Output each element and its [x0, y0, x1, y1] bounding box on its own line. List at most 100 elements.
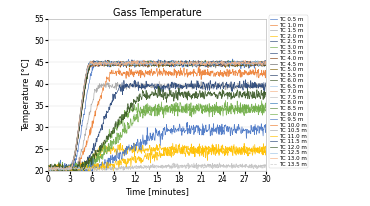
TC 8.0 m: [85, 69, 89, 71]
TC 7.5 m: [175, 163, 179, 165]
TC 7.5 m: [145, 166, 149, 169]
TC 10.0 m: [264, 63, 269, 66]
TC 4.5 m: [50, 170, 55, 173]
TC 3.0 m: [211, 106, 215, 108]
Line: TC 11.0 m: TC 11.0 m: [48, 144, 266, 175]
TC 2.0 m: [102, 141, 106, 143]
TC 10.0 m: [56, 170, 60, 172]
TC 13.5 m: [92, 170, 96, 172]
TC 1.0 m: [264, 71, 269, 73]
TC 4.5 m: [264, 63, 269, 66]
TC 9.0 m: [46, 169, 50, 172]
TC 4.0 m: [46, 167, 50, 170]
TC 11.5 m: [102, 63, 107, 66]
TC 0.5 m: [175, 63, 179, 66]
Line: TC 10.0 m: TC 10.0 m: [48, 60, 266, 171]
TC 7.0 m: [192, 63, 197, 65]
TC 11.0 m: [192, 149, 196, 151]
TC 9.0 m: [102, 147, 107, 150]
TC 6.5 m: [192, 63, 197, 66]
TC 1.0 m: [192, 72, 196, 74]
TC 9.0 m: [223, 99, 228, 102]
TC 2.5 m: [243, 78, 248, 81]
TC 10.0 m: [46, 167, 50, 169]
Line: TC 12.0 m: TC 12.0 m: [48, 86, 266, 174]
TC 7.5 m: [217, 162, 222, 164]
TC 10.5 m: [103, 64, 107, 66]
TC 1.0 m: [197, 66, 201, 68]
TC 4.5 m: [180, 60, 185, 62]
TC 1.5 m: [192, 87, 197, 89]
TC 3.5 m: [85, 74, 89, 76]
TC 10.5 m: [46, 168, 50, 171]
TC 0.5 m: [210, 62, 215, 65]
TC 12.5 m: [145, 64, 149, 66]
TC 1.5 m: [157, 80, 161, 83]
TC 1.0 m: [46, 167, 50, 169]
TC 8.5 m: [53, 170, 57, 172]
TC 3.5 m: [46, 167, 50, 170]
TC 5.5 m: [175, 63, 180, 65]
TC 11.5 m: [175, 63, 180, 66]
TC 4.5 m: [46, 167, 50, 170]
TC 13.5 m: [84, 168, 89, 171]
TC 1.0 m: [54, 172, 58, 175]
TC 4.5 m: [85, 77, 89, 79]
Line: TC 6.0 m: TC 6.0 m: [48, 62, 266, 171]
TC 6.5 m: [49, 170, 53, 172]
Line: TC 8.0 m: TC 8.0 m: [48, 60, 266, 171]
TC 0.5 m: [145, 61, 149, 63]
TC 11.5 m: [60, 169, 65, 172]
TC 3.0 m: [46, 171, 50, 173]
TC 5.5 m: [264, 62, 269, 64]
TC 12.0 m: [211, 92, 215, 95]
TC 11.0 m: [214, 143, 218, 146]
TC 12.0 m: [192, 97, 197, 100]
TC 4.5 m: [145, 63, 149, 65]
TC 5.0 m: [85, 76, 89, 78]
TC 13.5 m: [145, 166, 149, 169]
TC 2.0 m: [175, 150, 180, 152]
TC 9.5 m: [175, 129, 179, 132]
TC 9.0 m: [145, 112, 149, 115]
TC 4.0 m: [85, 78, 89, 80]
TC 6.0 m: [46, 166, 50, 169]
TC 1.5 m: [211, 84, 215, 87]
Title: Gass Temperature: Gass Temperature: [113, 8, 202, 18]
TC 8.5 m: [211, 62, 215, 64]
TC 10.0 m: [145, 62, 150, 65]
TC 0.5 m: [102, 63, 107, 66]
TC 8.5 m: [175, 63, 179, 66]
TC 7.0 m: [211, 63, 215, 66]
TC 6.0 m: [85, 78, 89, 80]
TC 3.5 m: [102, 63, 107, 65]
TC 11.5 m: [46, 165, 50, 168]
TC 4.0 m: [264, 64, 269, 67]
TC 9.0 m: [79, 174, 84, 177]
TC 1.5 m: [264, 87, 269, 90]
TC 2.5 m: [102, 115, 107, 118]
TC 12.0 m: [175, 91, 180, 94]
TC 12.5 m: [48, 170, 53, 172]
TC 6.5 m: [264, 61, 269, 63]
TC 5.5 m: [192, 61, 197, 64]
TC 2.5 m: [192, 86, 196, 88]
TC 11.0 m: [46, 166, 50, 168]
TC 8.0 m: [102, 63, 107, 65]
TC 1.0 m: [85, 141, 89, 144]
TC 8.5 m: [102, 61, 107, 63]
TC 1.0 m: [145, 70, 149, 73]
TC 6.5 m: [132, 59, 137, 61]
TC 9.0 m: [175, 110, 179, 112]
TC 8.0 m: [67, 170, 71, 172]
TC 9.5 m: [85, 169, 89, 171]
TC 3.5 m: [175, 62, 180, 64]
TC 7.0 m: [175, 63, 180, 65]
TC 4.5 m: [211, 62, 215, 65]
TC 2.5 m: [211, 83, 215, 85]
TC 13.0 m: [102, 61, 107, 64]
Line: TC 9.0 m: TC 9.0 m: [48, 101, 266, 176]
TC 6.5 m: [46, 167, 50, 170]
TC 6.0 m: [211, 61, 215, 63]
TC 4.0 m: [192, 63, 197, 65]
